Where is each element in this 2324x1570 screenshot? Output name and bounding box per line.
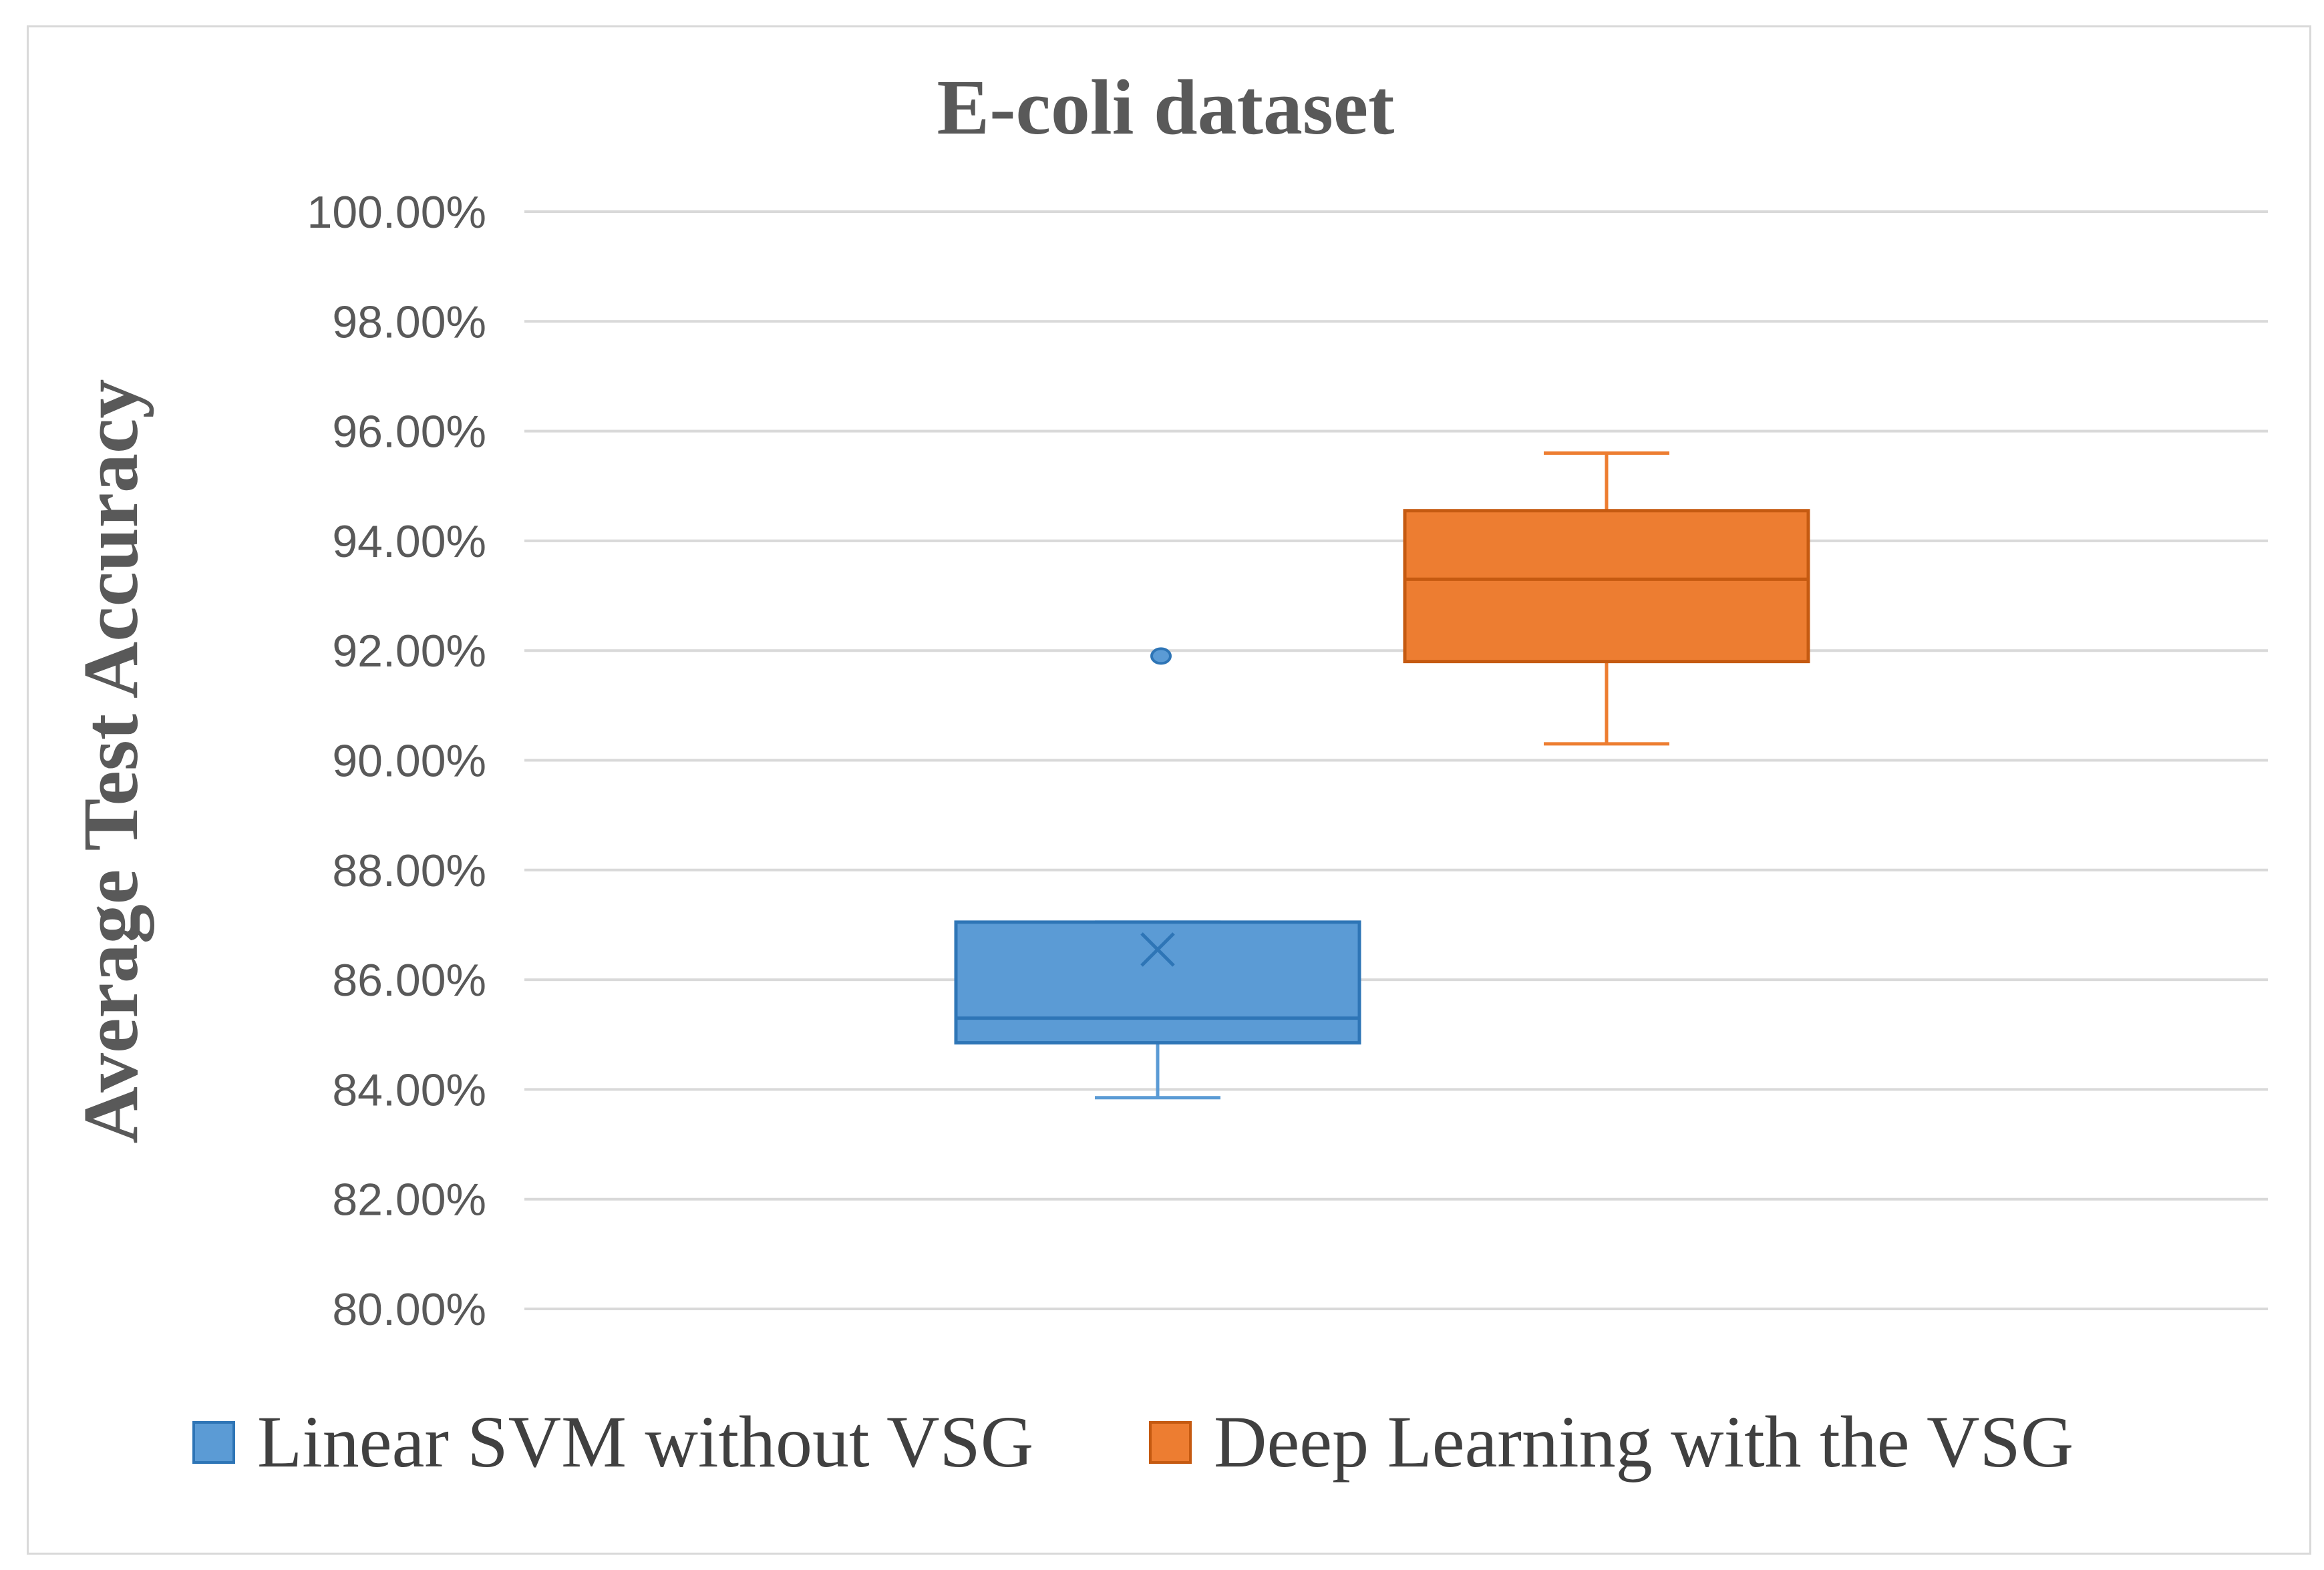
y-tick-label: 80.00% [332,1284,486,1335]
boxplot-series [954,451,1810,1100]
y-tick-label: 92.00% [332,626,486,676]
y-tick-label: 90.00% [332,736,486,787]
legend-item-1: Linear SVM without VSG [192,1401,1033,1483]
mean-marker [1140,932,1175,967]
box-series-2 [1403,451,1810,746]
legend-label: Deep Learning with the VSG [1214,1401,2073,1483]
y-tick-label: 82.00% [332,1175,486,1225]
legend-swatch [1149,1421,1192,1464]
y-tick-label: 88.00% [332,845,486,896]
grid-lines [524,210,2268,1310]
outlier-point [1150,647,1172,665]
y-tick-label: 84.00% [332,1064,486,1115]
box-series-1 [954,647,1361,1100]
legend-label: Linear SVM without VSG [257,1401,1033,1483]
chart-frame [27,25,2311,1555]
legend-item-2: Deep Learning with the VSG [1149,1401,2073,1483]
y-tick-labels: 80.00% 82.00% 84.00% 86.00% 88.00% 90.00% 92.0… [307,187,486,1335]
iqr-box [1403,509,1810,664]
legend-swatch [192,1421,235,1464]
y-tick-label: 86.00% [332,955,486,1006]
iqr-box [954,920,1361,1045]
chart-title: E-coli dataset [937,63,1395,151]
legend: Linear SVM without VSG Deep Learning with… [192,1401,2073,1483]
y-axis-label: Average Test Accuracy [67,379,154,1144]
y-tick-label: 98.00% [332,297,486,347]
y-tick-label: 94.00% [332,516,486,567]
y-tick-label: 100.00% [307,187,486,238]
y-tick-label: 96.00% [332,407,486,457]
